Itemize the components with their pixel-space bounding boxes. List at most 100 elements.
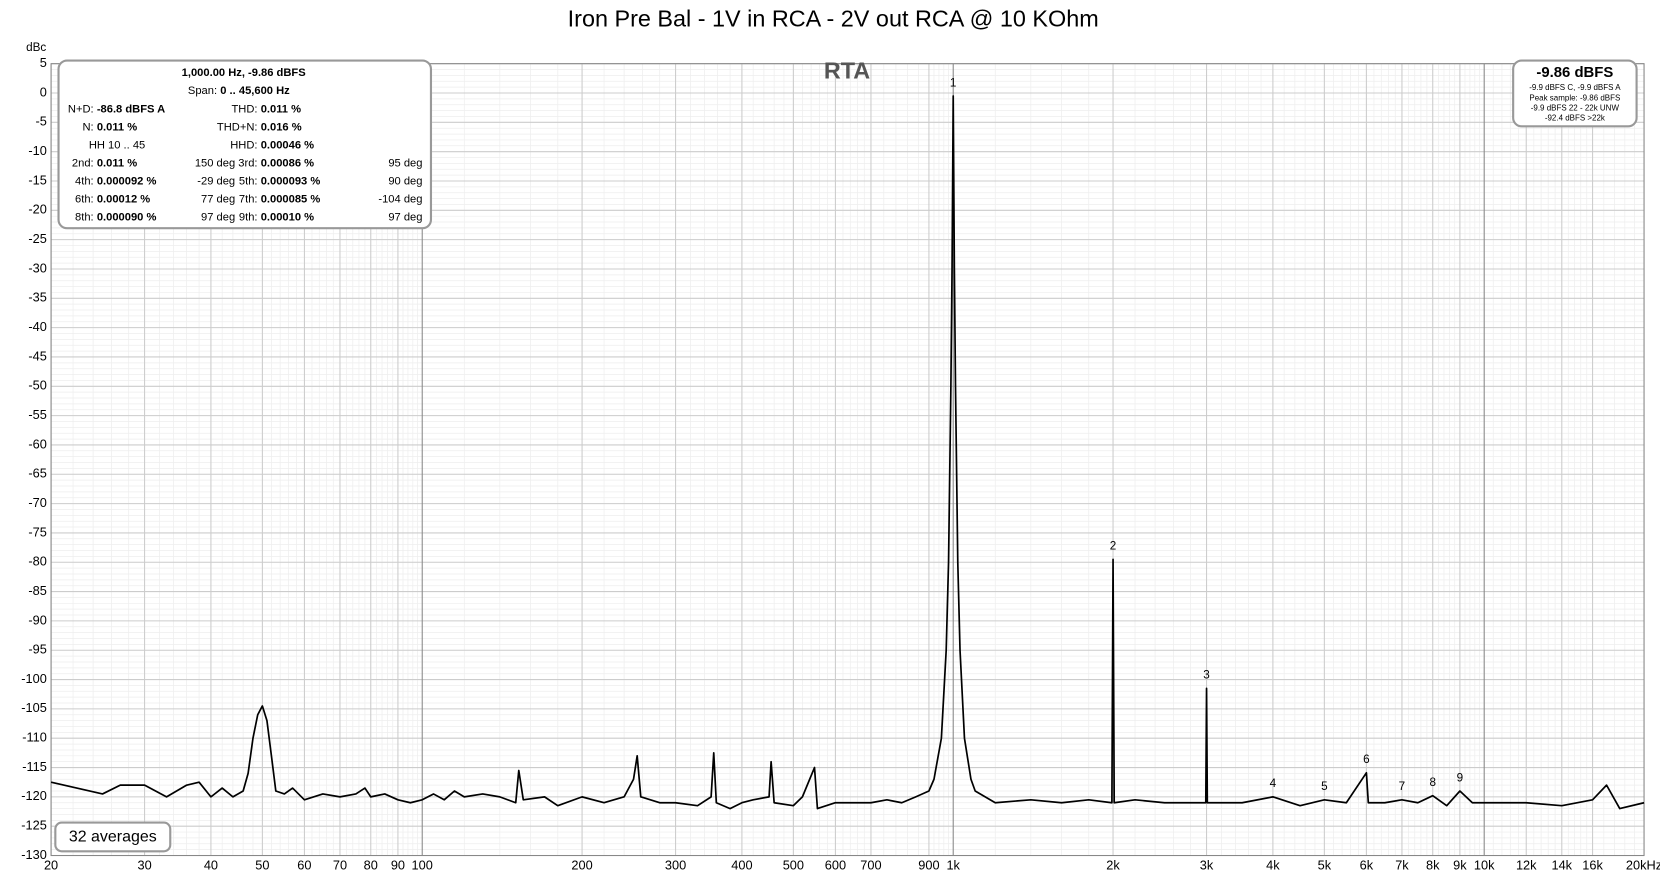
y-axis-label: dBc [26, 41, 46, 54]
averages-box [54, 821, 172, 853]
y-tick-label: -10 [28, 143, 46, 158]
info-value: 0.00012 % [97, 194, 150, 206]
x-tick-label: 90 [391, 858, 405, 873]
info-label: 7th: [239, 194, 258, 206]
averages-label: 32 averages [69, 829, 157, 846]
info-value: 0.011 % [97, 157, 137, 169]
info-value: 0.000092 % [97, 175, 157, 187]
y-tick-label: -50 [28, 378, 46, 393]
y-tick-label: -55 [28, 407, 46, 422]
info-phase: 90 deg [388, 175, 422, 187]
y-tick-label: -20 [28, 202, 46, 217]
y-tick-label: -35 [28, 290, 46, 305]
y-tick-label: -75 [28, 524, 46, 539]
y-tick-label: -40 [28, 319, 46, 334]
info-span-value: 0 .. 45,600 Hz [220, 85, 290, 97]
level-line: -92.4 dBFS >22k [1545, 113, 1605, 122]
y-tick-label: -105 [21, 700, 47, 715]
x-tick-label: 3k [1200, 858, 1214, 873]
info-value: 0.011 % [261, 103, 301, 115]
x-tick-label: 900 [918, 858, 939, 873]
info-phase: 97 deg [201, 212, 235, 224]
y-tick-label: -110 [22, 730, 47, 745]
info-label: 9th: [239, 212, 258, 224]
y-tick-label: -60 [28, 436, 46, 451]
x-tick-label: 7k [1395, 858, 1409, 873]
x-tick-label: 6k [1360, 858, 1374, 873]
info-phase: 95 deg [388, 157, 422, 169]
level-line: -9.9 dBFS C, -9.9 dBFS A [1529, 83, 1621, 92]
harmonic-marker: 1 [950, 76, 957, 89]
y-tick-label: -120 [21, 788, 47, 803]
info-label: N: [82, 121, 93, 133]
x-tick-label: 2k [1106, 858, 1120, 873]
x-tick-label: 300 [665, 858, 686, 873]
info-value: -86.8 dBFS A [97, 103, 165, 115]
harmonic-marker: 2 [1110, 540, 1117, 553]
x-tick-label: 4k [1266, 858, 1280, 873]
info-value: 0.000085 % [261, 194, 321, 206]
info-label: HHD: [230, 139, 257, 151]
info-value: 0.00010 % [261, 212, 314, 224]
harmonic-marker: 8 [1429, 776, 1436, 789]
x-tick-label: 1k [946, 858, 960, 873]
x-tick-label: 100 [412, 858, 433, 873]
y-tick-label: -130 [21, 847, 47, 862]
y-tick-label: -100 [21, 671, 47, 686]
chart-title: Iron Pre Bal - 1V in RCA - 2V out RCA @ … [568, 5, 1099, 31]
info-label: 2nd: [72, 157, 94, 169]
x-tick-label: 400 [731, 858, 752, 873]
harmonic-marker: 6 [1363, 753, 1370, 766]
info-span-label: Span: [188, 85, 217, 97]
x-tick-label: 700 [860, 858, 881, 873]
info-label: 8th: [75, 212, 94, 224]
x-tick-label: 16k [1582, 858, 1603, 873]
level-line: -9.9 dBFS 22 - 22k UNW [1531, 103, 1620, 112]
x-tick-label: 500 [783, 858, 804, 873]
info-phase: -104 deg [378, 194, 422, 206]
y-tick-label: -125 [21, 818, 47, 833]
info-value: 0.016 % [261, 121, 302, 133]
y-tick-label: -115 [22, 759, 47, 774]
harmonic-marker: 7 [1399, 780, 1406, 793]
info-label: 6th: [75, 194, 94, 206]
x-tick-label: 20kHz [1626, 858, 1660, 873]
y-tick-label: -25 [28, 231, 46, 246]
harmonic-marker: 4 [1270, 777, 1277, 790]
harmonic-marker: 9 [1457, 771, 1464, 784]
harmonic-marker: 5 [1321, 780, 1328, 793]
x-tick-label: 200 [571, 858, 592, 873]
info-phase: -29 deg [197, 175, 235, 187]
info-value: 0.000090 % [97, 212, 157, 224]
plot-label: RTA [824, 57, 870, 83]
y-tick-label: 0 [40, 84, 47, 99]
x-tick-label: 14k [1551, 858, 1572, 873]
level-line: Peak sample: -9.86 dBFS [1529, 93, 1620, 102]
info-value: 0.00086 % [261, 157, 314, 169]
spectrum-line [50, 95, 1645, 810]
y-tick-label: -90 [28, 612, 46, 627]
x-tick-label: 30 [137, 858, 151, 873]
y-tick-label: -80 [28, 554, 46, 569]
info-value: 0.011 % [97, 121, 137, 133]
x-tick-label: 8k [1426, 858, 1440, 873]
y-tick-label: -65 [28, 466, 46, 481]
plot-frame [50, 63, 1645, 857]
x-tick-label: 12k [1516, 858, 1537, 873]
x-tick-label: 20 [44, 858, 58, 873]
y-tick-label: -85 [28, 583, 46, 598]
info-label: THD+N: [217, 121, 258, 133]
harmonic-marker: 3 [1203, 669, 1210, 682]
info-box [57, 59, 433, 230]
x-tick-label: 40 [204, 858, 218, 873]
info-phase: 97 deg [388, 212, 422, 224]
x-tick-label: 600 [825, 858, 846, 873]
info-label: 5th: [239, 175, 258, 187]
info-phase: 77 deg [201, 194, 235, 206]
info-value: 0.00046 % [261, 139, 314, 151]
y-tick-label: -70 [28, 495, 46, 510]
x-tick-label: 50 [255, 858, 269, 873]
info-label: N+D: [68, 103, 94, 115]
x-tick-label: 5k [1318, 858, 1332, 873]
